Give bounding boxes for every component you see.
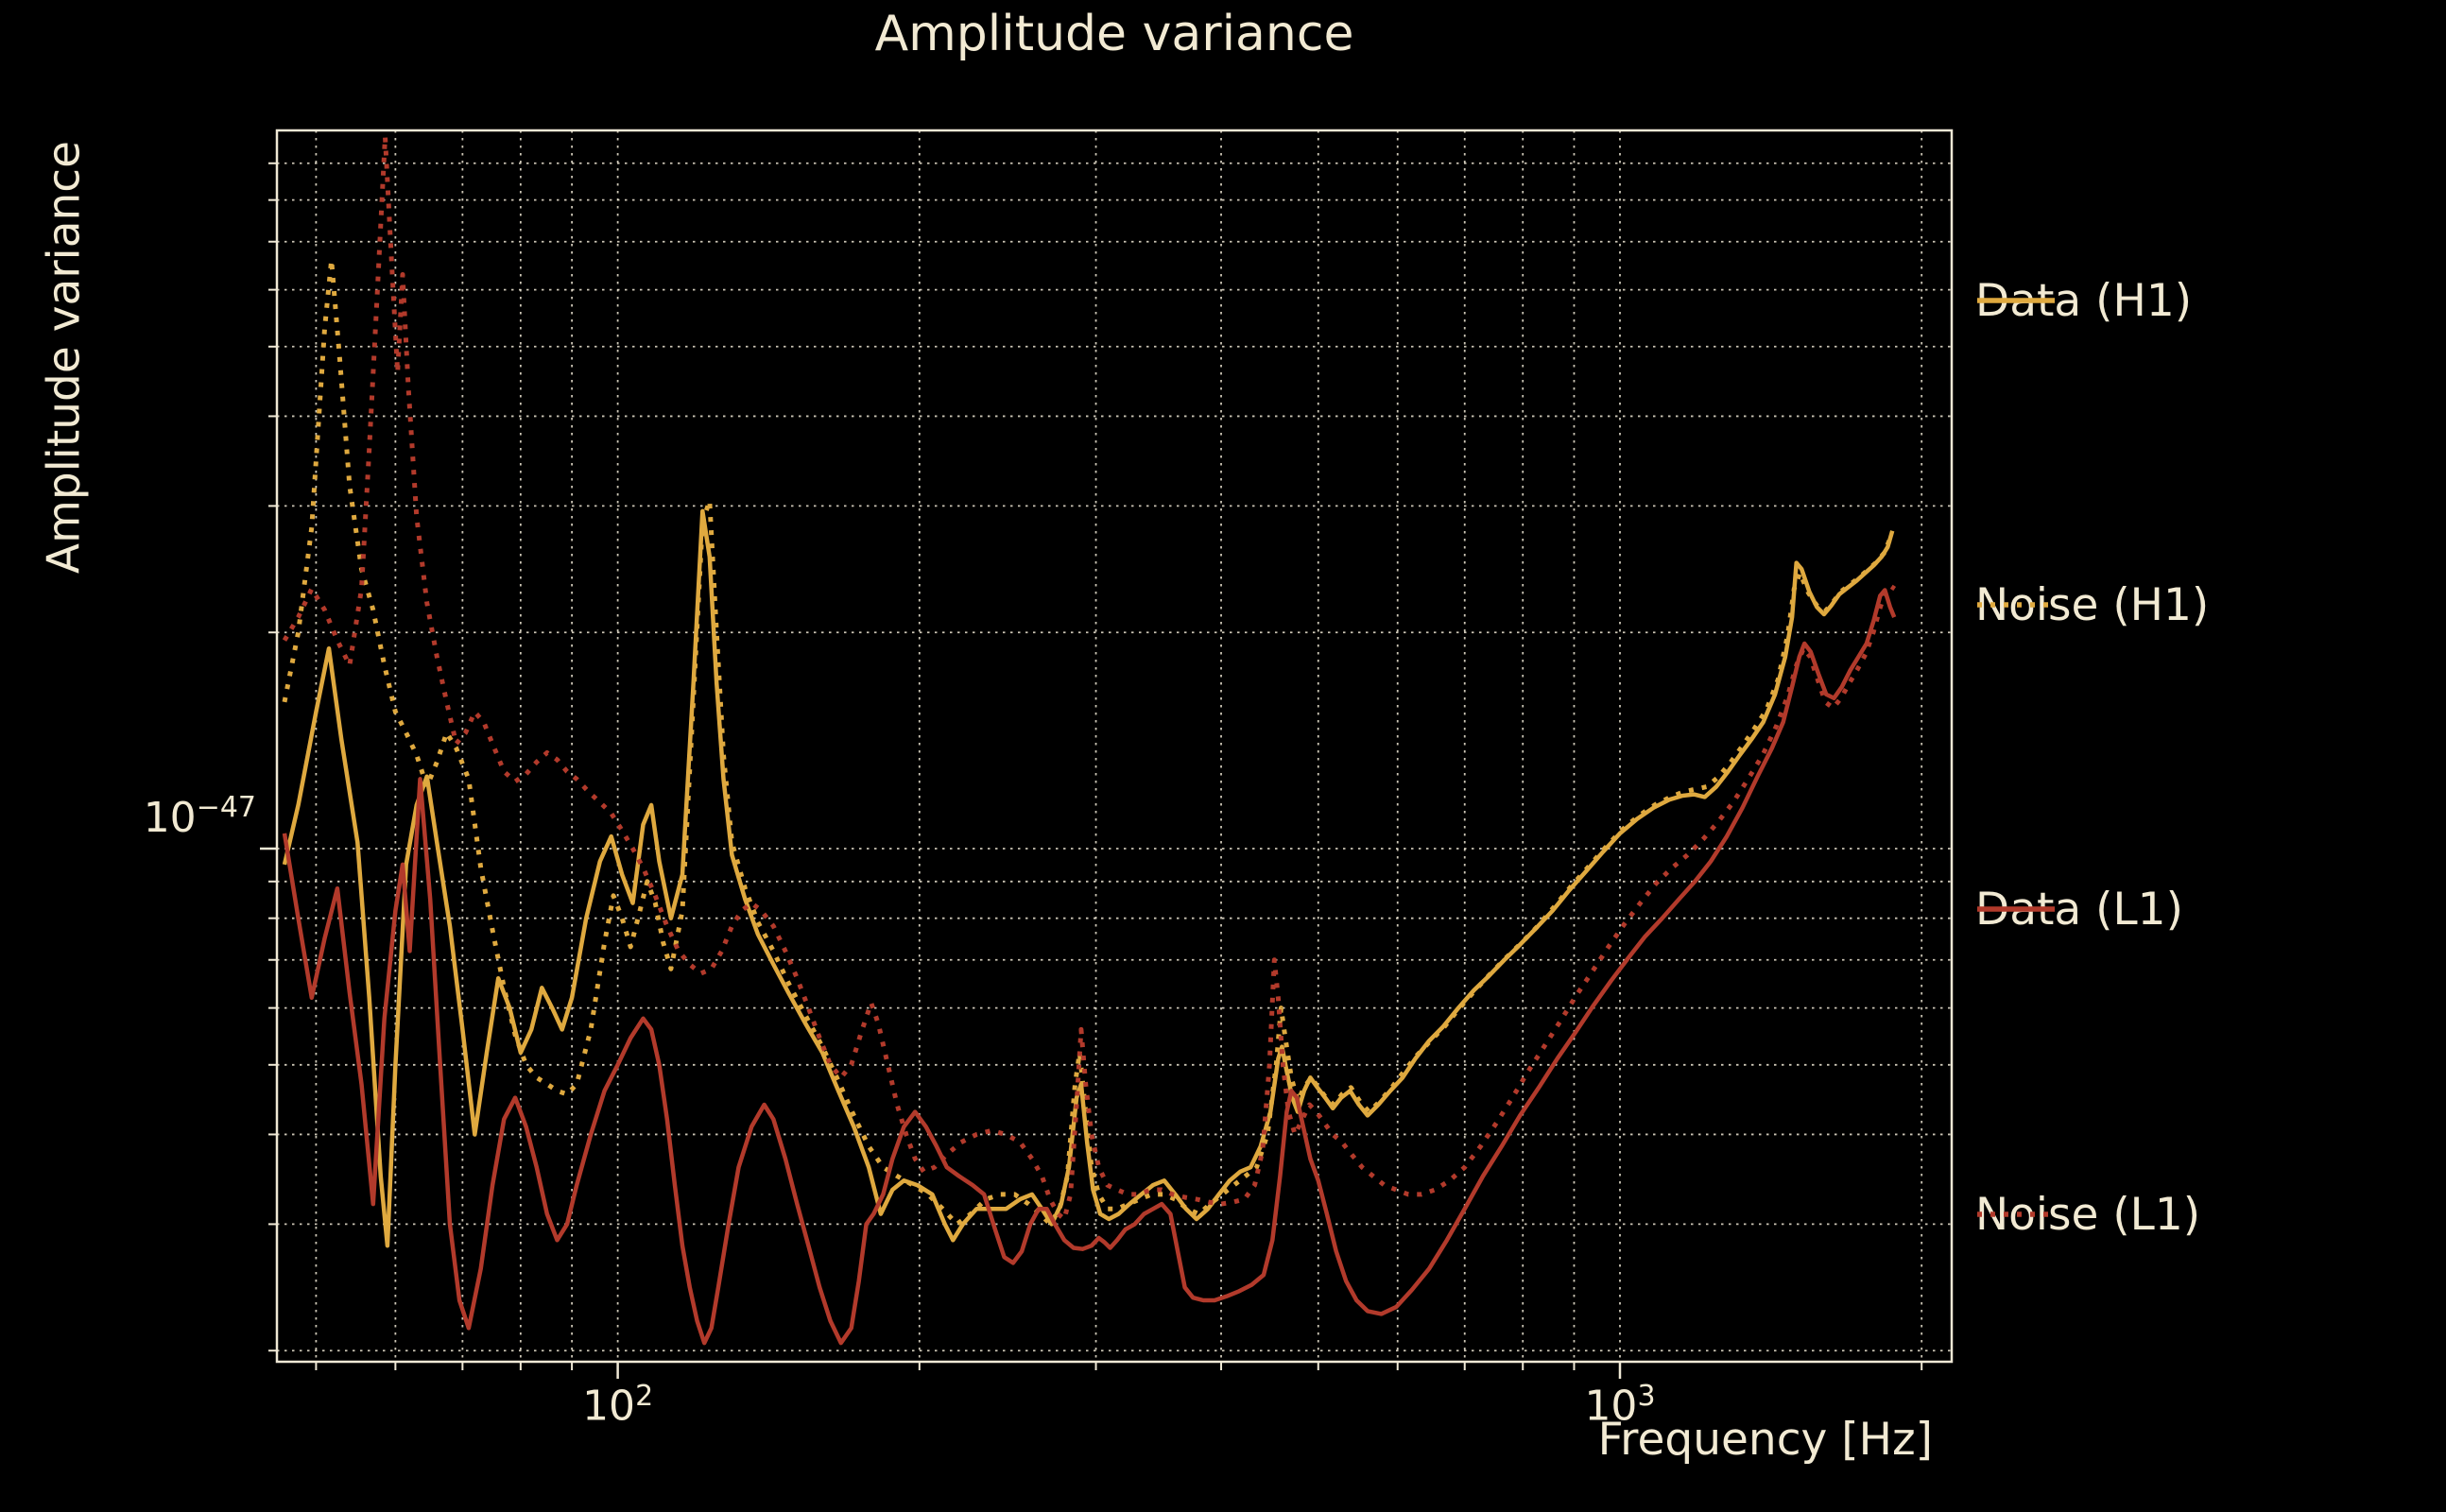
series-noise-h1- (282, 257, 1895, 1227)
x-tick-label: 103 (1584, 1380, 1656, 1431)
series-data-h1- (282, 508, 1895, 1248)
legend-swatch-solid (1977, 906, 2055, 912)
legend-item-data_l1: Data (L1) (1975, 881, 2183, 937)
chart-title: Amplitude variance (874, 6, 1354, 62)
series-data-l1- (282, 588, 1897, 1346)
series-noise-l1- (282, 134, 1897, 1222)
x-axis-label: Frequency [Hz] (1597, 1414, 1933, 1466)
legend-item-noise_l1: Noise (L1) (1975, 1186, 2200, 1243)
legend: Data (H1) Noise (H1) Data (L1) Noise (L1) (1975, 0, 2446, 1512)
legend-label: Noise (H1) (1975, 578, 2210, 631)
legend-item-noise_h1: Noise (H1) (1975, 576, 2209, 633)
legend-swatch-solid (1977, 298, 2055, 303)
x-tick-label: 102 (582, 1380, 654, 1431)
y-axis-label: Amplitude variance (38, 140, 91, 575)
y-tick-label: 10−47 (143, 791, 256, 842)
legend-item-data_h1: Data (H1) (1975, 272, 2192, 329)
plot-border (275, 129, 1954, 1364)
legend-label: Noise (L1) (1975, 1188, 2201, 1241)
legend-swatch-dotted (1977, 1211, 2055, 1217)
legend-swatch-dotted (1977, 602, 2055, 608)
